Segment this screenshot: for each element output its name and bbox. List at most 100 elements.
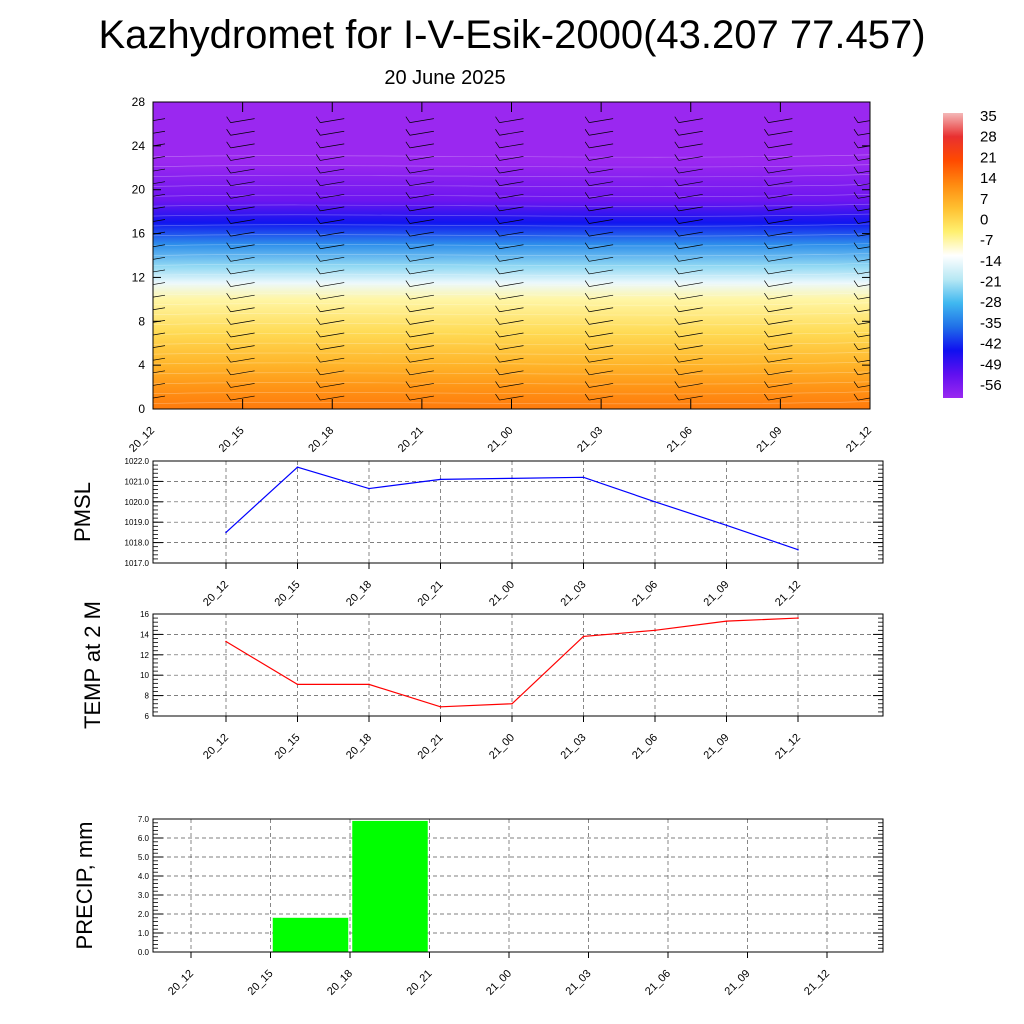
wind-barb bbox=[315, 192, 345, 199]
wind-barb bbox=[853, 356, 870, 363]
wind-barb bbox=[315, 267, 345, 275]
wind-barb bbox=[495, 280, 524, 287]
wind-barb bbox=[495, 393, 524, 401]
wind-barb bbox=[674, 330, 703, 338]
y-tick-label: 7.0 bbox=[138, 815, 150, 824]
contour-line bbox=[153, 233, 870, 237]
wind-barb bbox=[764, 204, 793, 212]
wind-barb bbox=[764, 217, 793, 224]
wind-barb bbox=[853, 280, 870, 287]
wind-barb bbox=[584, 381, 614, 388]
wind-barb bbox=[405, 292, 434, 300]
wind-barb bbox=[226, 129, 255, 136]
wind-barb bbox=[315, 292, 345, 300]
x-tick-label: 20_15 bbox=[246, 968, 276, 998]
y-tick-label: 12 bbox=[132, 270, 146, 284]
contour-line bbox=[153, 154, 870, 158]
wind-barb bbox=[153, 370, 166, 374]
wind-barb bbox=[495, 154, 524, 161]
x-tick-label: 21_06 bbox=[665, 425, 695, 455]
contour-line bbox=[153, 312, 870, 316]
wind-barb bbox=[226, 280, 255, 287]
wind-barb bbox=[853, 192, 870, 199]
wind-barb bbox=[315, 368, 345, 376]
wind-barb bbox=[674, 204, 703, 212]
wind-barb bbox=[153, 256, 166, 260]
wind-barb bbox=[764, 116, 793, 123]
wind-barb bbox=[764, 154, 793, 161]
colorbar-label: -49 bbox=[980, 356, 1002, 373]
wind-barb bbox=[674, 318, 703, 325]
wind-barb bbox=[495, 318, 524, 325]
wind-barb bbox=[405, 179, 434, 187]
y-tick-label: 16 bbox=[132, 227, 146, 241]
data-point bbox=[511, 477, 513, 480]
plot-frame bbox=[152, 818, 884, 953]
wind-barb bbox=[584, 116, 614, 123]
wind-barb bbox=[674, 141, 703, 149]
y-axis-title: PRECIP, mm bbox=[72, 822, 97, 950]
contour-line bbox=[153, 391, 870, 395]
series-line bbox=[225, 466, 799, 551]
x-tick-label: 21_00 bbox=[487, 579, 517, 609]
wind-barb bbox=[405, 154, 434, 161]
wind-barb bbox=[226, 343, 255, 350]
x-tick-label: 21_12 bbox=[773, 579, 803, 609]
wind-barb bbox=[405, 217, 434, 224]
wind-barb bbox=[153, 307, 166, 311]
y-tick-label: 6 bbox=[145, 712, 150, 721]
contour-line bbox=[153, 342, 870, 345]
x-tick-label: 20_18 bbox=[306, 425, 336, 455]
wind-barb bbox=[495, 356, 524, 363]
x-tick-label: 21_03 bbox=[575, 425, 605, 455]
wind-barb bbox=[226, 242, 255, 250]
wind-barb bbox=[674, 154, 703, 161]
wind-barb bbox=[153, 181, 166, 185]
data-point bbox=[439, 706, 442, 708]
wind-barb bbox=[315, 154, 345, 161]
x-tick-label: 21_09 bbox=[702, 732, 732, 762]
wind-barb bbox=[853, 129, 870, 136]
y-tick-label: 1020.0 bbox=[125, 498, 150, 507]
wind-barb bbox=[674, 381, 703, 388]
wind-barb bbox=[495, 368, 524, 376]
wind-barb bbox=[674, 166, 703, 174]
wind-barb bbox=[584, 242, 614, 250]
y-tick-label: 24 bbox=[132, 139, 146, 153]
wind-barb bbox=[226, 305, 255, 313]
wind-barb bbox=[153, 206, 166, 210]
wind-barb bbox=[584, 154, 614, 161]
wind-barb bbox=[764, 179, 793, 187]
wind-barb bbox=[674, 116, 703, 123]
wind-barb bbox=[853, 141, 870, 149]
y-tick-label: 5.0 bbox=[138, 853, 150, 862]
wind-barb bbox=[226, 368, 255, 376]
wind-barb bbox=[153, 231, 166, 235]
wind-barb bbox=[584, 305, 614, 313]
wind-barb bbox=[584, 318, 614, 325]
x-tick-label: 21_03 bbox=[564, 968, 594, 998]
y-tick-label: 1022.0 bbox=[125, 457, 150, 466]
wind-barb bbox=[405, 166, 434, 174]
data-point bbox=[439, 478, 442, 481]
wind-barb bbox=[853, 229, 870, 237]
wind-barb bbox=[226, 116, 255, 123]
wind-barb bbox=[584, 129, 614, 136]
y-tick-label: 4 bbox=[138, 358, 145, 372]
x-tick-label: 20_21 bbox=[416, 579, 446, 609]
temperature-field bbox=[153, 102, 870, 409]
wind-barb bbox=[853, 179, 870, 187]
contour-line bbox=[153, 203, 870, 207]
x-tick-label: 21_09 bbox=[723, 968, 753, 998]
wind-barb bbox=[405, 381, 434, 388]
wind-barb bbox=[764, 242, 793, 250]
data-point bbox=[368, 487, 370, 490]
wind-barb bbox=[495, 343, 524, 350]
wind-barb bbox=[495, 330, 524, 338]
contour-line bbox=[153, 164, 870, 168]
wind-barb bbox=[495, 229, 524, 237]
wind-barb bbox=[853, 255, 870, 262]
y-tick-label: 2.0 bbox=[138, 910, 150, 919]
wind-barb bbox=[495, 292, 524, 300]
